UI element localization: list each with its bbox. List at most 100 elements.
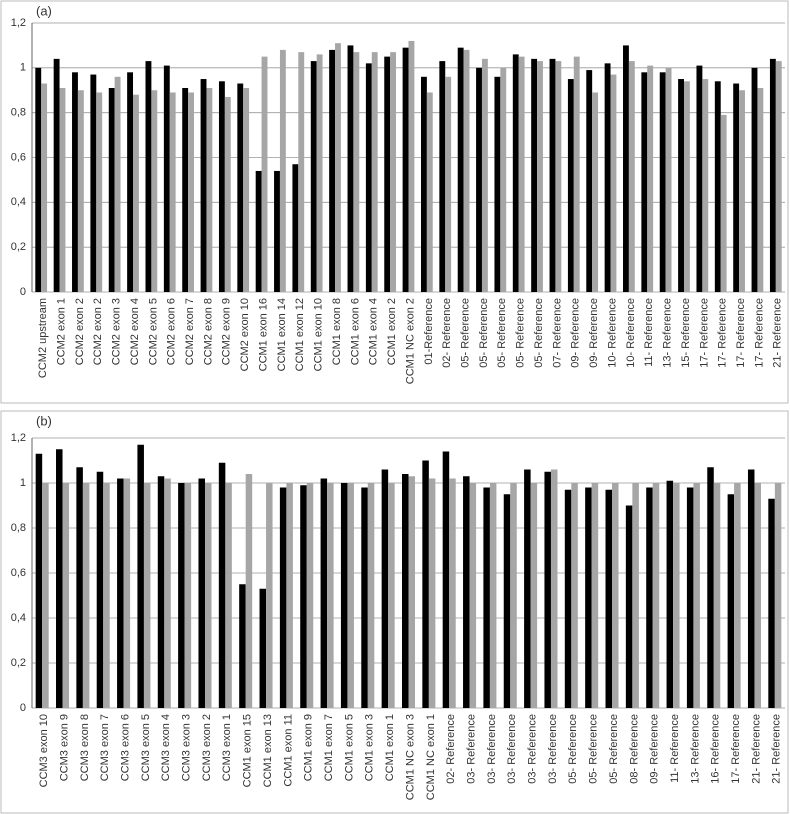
bar — [439, 61, 446, 292]
chart-title: (b) — [36, 413, 52, 428]
x-tick-label: 17- Reference — [730, 714, 742, 784]
bar — [42, 483, 49, 708]
bar — [114, 76, 121, 292]
x-tick-label: 03- Reference — [547, 714, 559, 784]
y-tick-label: 0 — [20, 702, 26, 714]
x-tick-label: CCM3 exon 9 — [58, 714, 70, 781]
x-tick-label: 03- Reference — [486, 714, 498, 784]
bar — [266, 483, 273, 708]
bar — [41, 83, 48, 293]
x-tick-label: CCM1 exon 3 — [364, 714, 376, 781]
bar — [388, 483, 395, 708]
bar — [727, 494, 735, 708]
bar — [445, 76, 452, 292]
bar — [274, 170, 280, 292]
bar — [632, 483, 639, 708]
y-tick-label: 1,2 — [11, 432, 26, 444]
bar — [449, 478, 456, 708]
bar — [426, 92, 433, 292]
bar — [401, 474, 409, 708]
bar — [143, 483, 151, 708]
bar — [757, 88, 764, 292]
bar — [591, 483, 599, 708]
bar — [35, 67, 42, 292]
bar — [754, 483, 761, 708]
bar — [768, 498, 775, 708]
bar — [678, 79, 684, 293]
bar — [775, 61, 782, 292]
bar — [666, 480, 674, 708]
bar — [702, 79, 709, 293]
x-tick-label: CCM2 exon 7 — [184, 298, 196, 365]
x-tick-label: 05- Reference — [460, 298, 472, 368]
bar — [625, 505, 633, 708]
y-tick-label: 0,4 — [11, 612, 26, 624]
bar — [306, 483, 314, 708]
bar — [537, 61, 543, 292]
bar — [476, 67, 482, 292]
bar — [371, 52, 378, 293]
bar — [335, 43, 341, 292]
bar — [218, 81, 225, 293]
x-tick-label: CCM1 exon 16 — [257, 298, 269, 371]
bar — [747, 469, 755, 708]
x-tick-label: CCM3 exon 7 — [99, 714, 111, 781]
bar — [329, 49, 336, 293]
x-tick-label: 03- Reference — [506, 714, 518, 784]
bar — [200, 79, 207, 293]
x-tick-label: 11- Reference — [643, 298, 655, 367]
bar — [544, 471, 551, 708]
bar — [82, 483, 90, 708]
y-tick-label: 1,2 — [11, 17, 26, 29]
x-tick-label: CCM1 exon 6 — [349, 298, 361, 365]
bar — [457, 47, 464, 293]
x-tick-label: CCM2 exon 1 — [55, 298, 67, 365]
bar — [483, 487, 490, 708]
bar — [652, 483, 660, 708]
x-tick-label: 07- Reference — [551, 298, 563, 368]
bar — [408, 476, 416, 708]
x-tick-label: CCM2 exon 2 — [92, 298, 104, 365]
bar — [163, 65, 170, 292]
bar — [571, 483, 578, 708]
bar — [316, 54, 323, 293]
x-tick-label: 05- Reference — [533, 298, 545, 368]
x-tick-label: CCM3 exon 8 — [79, 714, 91, 781]
x-tick-label: 05- Reference — [567, 714, 579, 784]
bar — [494, 76, 501, 292]
bar — [184, 483, 192, 708]
bar — [428, 478, 436, 708]
x-tick-label: CCM3 exon 6 — [119, 714, 131, 781]
bar — [298, 52, 305, 293]
x-tick-label: 05- Reference — [588, 714, 600, 784]
bar — [646, 487, 653, 708]
chart-title: (a) — [36, 3, 52, 18]
x-tick-label: CCM1 exon 10 — [313, 298, 325, 371]
x-tick-label: CCM3 exon 1 — [221, 714, 233, 781]
x-tick-label: 05- Reference — [608, 714, 620, 784]
x-tick-label: 11- Reference — [669, 714, 681, 783]
bar — [127, 72, 134, 292]
bar — [442, 451, 450, 708]
bar — [76, 467, 83, 708]
x-tick-label: 10- Reference — [606, 298, 618, 368]
bar — [402, 47, 409, 293]
x-tick-label: 16- Reference — [710, 714, 722, 784]
bar — [157, 476, 165, 708]
x-tick-label: CCM3 exon 10 — [38, 714, 50, 787]
bar — [96, 471, 104, 708]
bar — [592, 92, 599, 292]
bar — [123, 478, 131, 708]
y-tick-label: 0,8 — [11, 522, 26, 534]
bar — [573, 56, 580, 292]
bar — [530, 483, 538, 708]
bar — [77, 90, 84, 292]
bar — [198, 478, 205, 708]
x-tick-label: 13- Reference — [662, 298, 674, 368]
x-tick-label: 03- Reference — [527, 714, 539, 784]
x-tick-label: 21- Reference — [771, 714, 783, 784]
x-tick-label: CCM1 exon 1 — [384, 714, 396, 781]
bar — [605, 489, 613, 708]
bar — [367, 483, 375, 708]
